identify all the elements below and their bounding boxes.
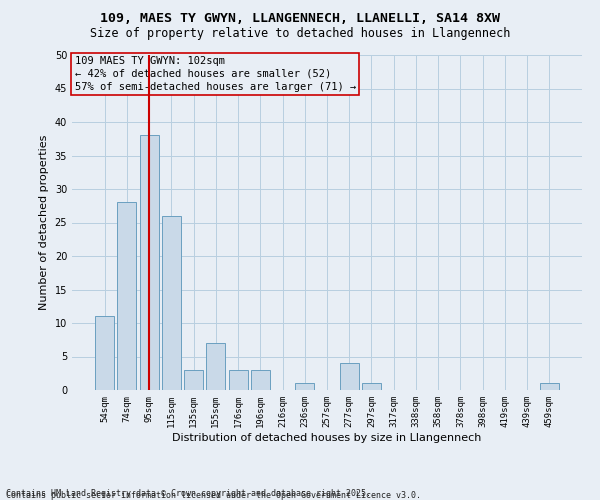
Text: Size of property relative to detached houses in Llangennech: Size of property relative to detached ho… (90, 28, 510, 40)
Bar (362, 384, 381, 390)
Bar (95, 316, 114, 390)
X-axis label: Distribution of detached houses by size in Llangennech: Distribution of detached houses by size … (172, 432, 482, 442)
Y-axis label: Number of detached properties: Number of detached properties (39, 135, 49, 310)
Bar (118, 202, 136, 390)
Bar (162, 216, 181, 390)
Text: Contains HM Land Registry data © Crown copyright and database right 2025.: Contains HM Land Registry data © Crown c… (6, 488, 371, 498)
Bar (206, 343, 225, 390)
Bar (229, 370, 248, 390)
Bar (540, 384, 559, 390)
Text: 109 MAES TY GWYN: 102sqm
← 42% of detached houses are smaller (52)
57% of semi-d: 109 MAES TY GWYN: 102sqm ← 42% of detach… (74, 56, 356, 92)
Bar (251, 370, 270, 390)
Text: Contains public sector information licensed under the Open Government Licence v3: Contains public sector information licen… (6, 491, 421, 500)
Text: 109, MAES TY GWYN, LLANGENNECH, LLANELLI, SA14 8XW: 109, MAES TY GWYN, LLANGENNECH, LLANELLI… (100, 12, 500, 26)
Bar (184, 370, 203, 390)
Bar (340, 363, 359, 390)
Bar (295, 384, 314, 390)
Bar (140, 136, 158, 390)
